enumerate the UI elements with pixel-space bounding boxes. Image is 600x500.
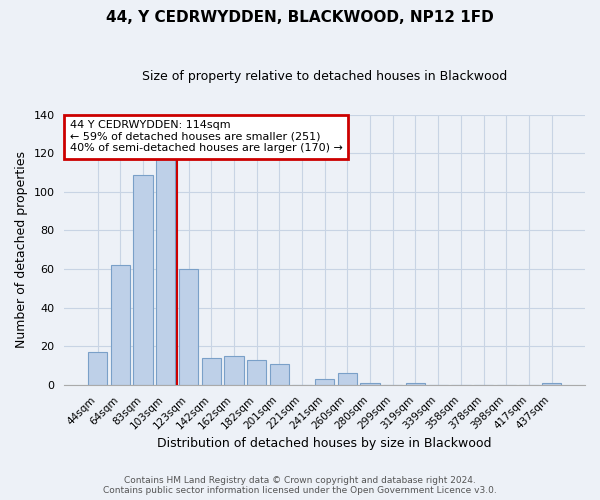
Bar (224, 356, 244, 385)
Bar (156, 159, 175, 385)
Title: Size of property relative to detached houses in Blackwood: Size of property relative to detached ho… (142, 70, 508, 83)
Bar (315, 379, 334, 385)
Bar (88, 352, 107, 385)
Text: 44 Y CEDRWYDDEN: 114sqm
← 59% of detached houses are smaller (251)
40% of semi-d: 44 Y CEDRWYDDEN: 114sqm ← 59% of detache… (70, 120, 343, 154)
Text: Contains HM Land Registry data © Crown copyright and database right 2024.
Contai: Contains HM Land Registry data © Crown c… (103, 476, 497, 495)
Bar (202, 358, 221, 385)
X-axis label: Distribution of detached houses by size in Blackwood: Distribution of detached houses by size … (157, 437, 492, 450)
Text: 44, Y CEDRWYDDEN, BLACKWOOD, NP12 1FD: 44, Y CEDRWYDDEN, BLACKWOOD, NP12 1FD (106, 10, 494, 25)
Bar (111, 265, 130, 385)
Bar (247, 360, 266, 385)
Bar (133, 174, 153, 385)
Bar (269, 364, 289, 385)
Bar (338, 374, 357, 385)
Y-axis label: Number of detached properties: Number of detached properties (15, 152, 28, 348)
Bar (542, 383, 562, 385)
Bar (179, 269, 198, 385)
Bar (406, 383, 425, 385)
Bar (361, 383, 380, 385)
